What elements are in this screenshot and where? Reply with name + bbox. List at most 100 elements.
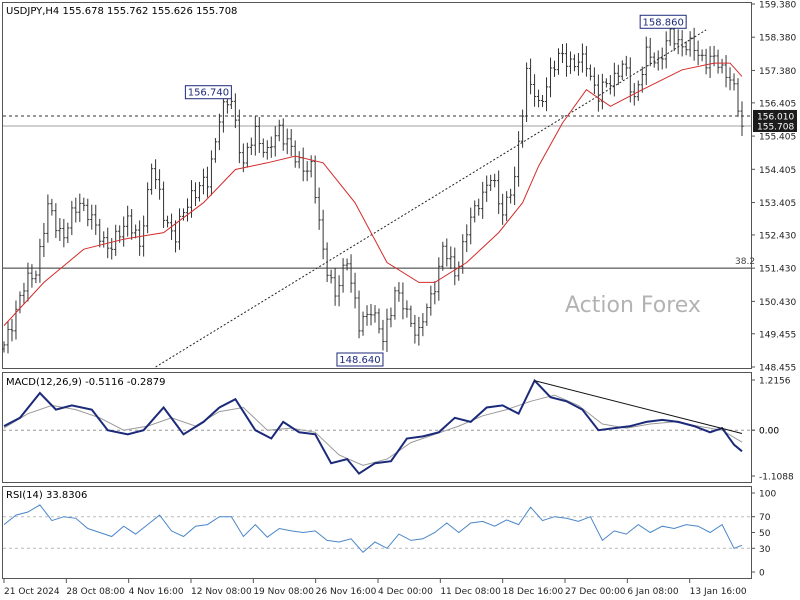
price-bar [209, 150, 214, 196]
price-bar [453, 247, 457, 286]
price-tag-156-010: 156.010 [753, 109, 797, 122]
macd-layers [3, 378, 751, 475]
price-bar [30, 264, 34, 288]
moving-average-line [3, 62, 743, 326]
price-bar [700, 49, 704, 62]
price-bar [401, 282, 405, 320]
price-bar [437, 257, 441, 301]
fib-label: 38.2 [735, 257, 755, 267]
price-bar [477, 198, 481, 216]
price-bar [150, 163, 154, 195]
price-tag-label: 155.708 [757, 123, 794, 133]
price-tick-label: 150.430 [759, 298, 796, 308]
price-bar [568, 51, 573, 74]
price-bar [233, 93, 237, 129]
price-bar [704, 48, 708, 75]
price-bar [389, 307, 393, 328]
price-bar [138, 220, 142, 256]
price-bar [361, 311, 365, 336]
price-bar [337, 275, 341, 307]
price-bar [441, 241, 445, 271]
price-bar [740, 101, 744, 136]
price-bar [692, 27, 696, 61]
price-bar [305, 161, 309, 182]
price-bar [157, 169, 162, 200]
price-bar [596, 74, 600, 112]
price-bar [317, 187, 321, 230]
price-bar [333, 267, 337, 306]
price-bar [205, 166, 210, 198]
price-bar [684, 41, 688, 56]
price-tick-label: 149.455 [759, 330, 796, 340]
price-tick-label: 152.430 [759, 231, 796, 241]
price-bar [688, 31, 692, 57]
price-bar [50, 198, 54, 216]
time-tick-label: 4 Nov 16:00 [129, 587, 184, 597]
price-bar [501, 193, 505, 225]
macd-title: MACD(12,26,9) -0.5116 -0.2879 [6, 377, 166, 388]
callout-box [336, 352, 384, 367]
price-bar [185, 198, 190, 222]
price-bar [6, 321, 10, 354]
price-bar [552, 60, 557, 77]
price-bar [588, 64, 593, 81]
price-bar [425, 303, 429, 326]
price-bar [393, 286, 397, 320]
price-bar [548, 57, 553, 98]
time-tick-label: 26 Nov 16:00 [316, 587, 377, 597]
price-bar [377, 308, 381, 334]
rsi-tick-label: 30 [759, 545, 771, 555]
price-bar [385, 308, 389, 353]
price-bar [600, 73, 604, 110]
price-bar [134, 224, 138, 239]
price-bar [173, 220, 178, 253]
price-bar [86, 198, 90, 227]
price-bar [153, 159, 158, 190]
price-bar [10, 318, 14, 342]
callout-148-640: 148.640 [336, 352, 384, 367]
price-bar [365, 305, 369, 326]
rsi-line [3, 504, 743, 554]
price-bar [213, 138, 218, 163]
price-bar [556, 48, 561, 75]
macd-tick-label: 0.00 [759, 427, 779, 437]
price-bar [457, 261, 461, 281]
price-bar [78, 193, 82, 222]
price-bar [26, 262, 30, 302]
price-bar [528, 58, 533, 95]
price-bar [513, 166, 517, 206]
price-bar [520, 109, 525, 148]
macd-tick-label: 0.00 [759, 427, 779, 437]
price-bar [716, 49, 720, 74]
price-bar [409, 305, 413, 328]
price-bar [676, 29, 680, 55]
price-bar [34, 270, 38, 284]
callout-156-740: 156.740 [184, 85, 232, 100]
price-bar [257, 117, 261, 153]
price-bar [449, 246, 453, 270]
price-bar [572, 54, 577, 72]
price-bar [720, 58, 724, 74]
main-layers: 38.2 156.740 148.640 158.860 [2, 14, 755, 368]
price-bar [110, 238, 114, 260]
macd-pane-frame [2, 372, 752, 483]
rsi-layers [3, 504, 751, 554]
price-bar [341, 258, 345, 293]
price-tick-label: 153.405 [759, 199, 796, 209]
price-tick-label: 154.405 [759, 166, 796, 176]
price-bar [253, 115, 257, 156]
price-bar [728, 67, 732, 91]
price-bar [584, 46, 589, 77]
price-bar [680, 30, 684, 57]
price-tag-155-708: 155.708 [753, 120, 797, 133]
price-bar [620, 60, 624, 81]
time-tick-label: 4 Dec 00:00 [378, 587, 433, 597]
price-bar [421, 313, 425, 337]
price-bar [732, 73, 736, 91]
price-bar [122, 216, 126, 247]
price-bar [325, 242, 329, 283]
macd-tick-label: -1.1088 [759, 473, 794, 483]
price-bar [269, 136, 273, 158]
price-bar [309, 155, 313, 178]
price-bar [612, 62, 616, 97]
